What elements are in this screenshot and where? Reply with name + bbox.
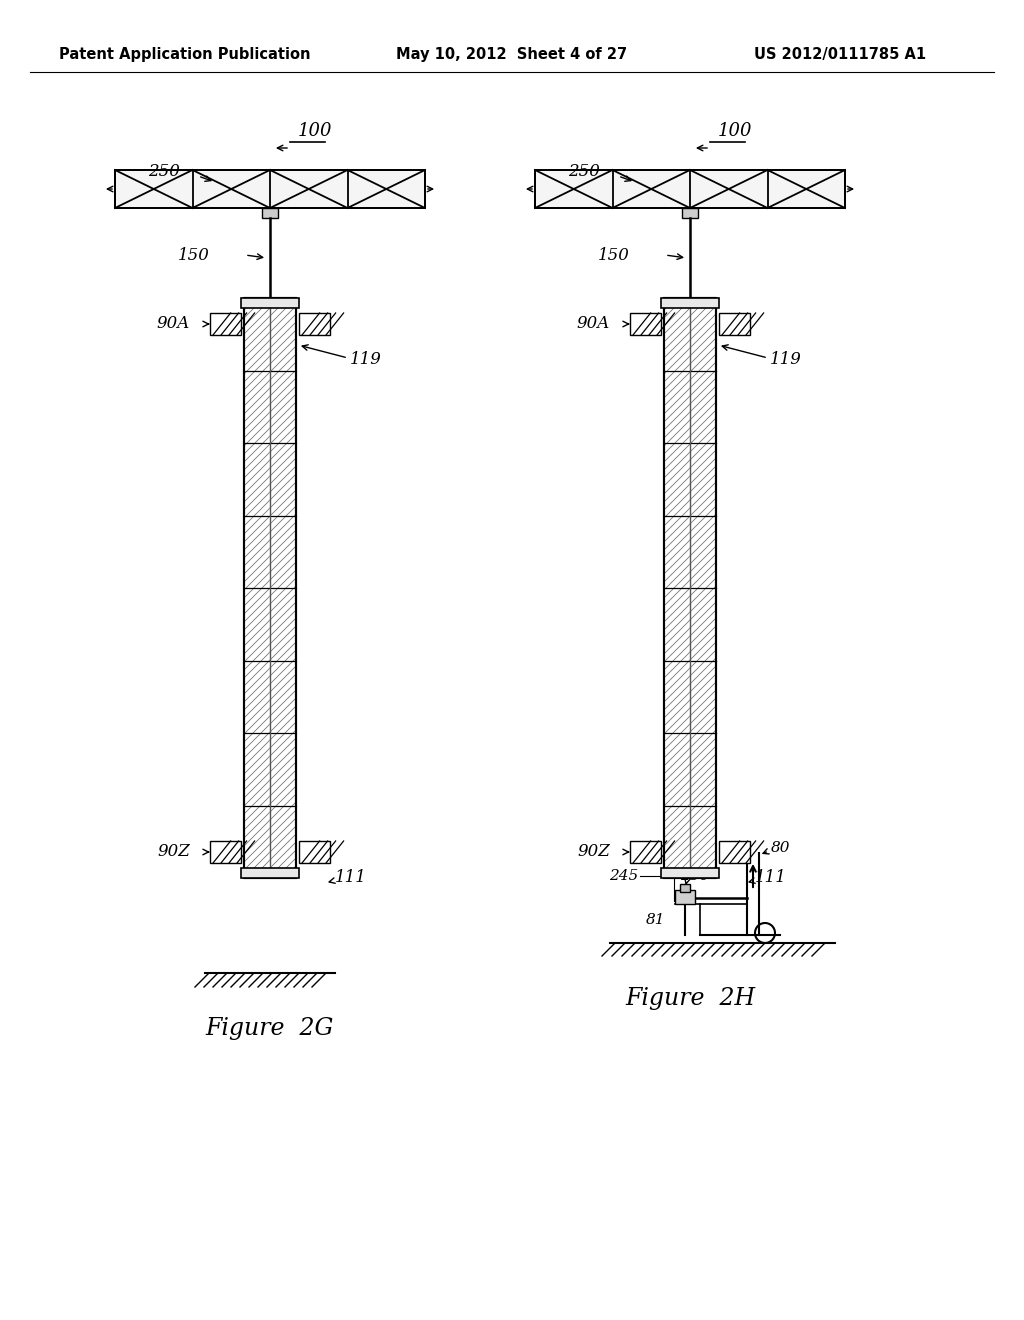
Text: US 2012/0111785 A1: US 2012/0111785 A1 xyxy=(754,48,926,62)
Text: 100: 100 xyxy=(298,121,333,140)
Text: Patent Application Publication: Patent Application Publication xyxy=(59,48,310,62)
Text: 111: 111 xyxy=(335,870,367,887)
Bar xyxy=(682,209,698,218)
Text: 100: 100 xyxy=(718,121,753,140)
Text: 111: 111 xyxy=(755,870,786,887)
Bar xyxy=(241,298,299,308)
Bar xyxy=(680,884,690,892)
Bar xyxy=(210,841,241,863)
Text: 81: 81 xyxy=(645,913,665,927)
Bar xyxy=(299,841,330,863)
Bar xyxy=(244,298,296,878)
Bar xyxy=(630,313,662,335)
Bar xyxy=(719,841,750,863)
Text: 90Z: 90Z xyxy=(578,843,610,861)
Bar xyxy=(535,170,845,209)
Text: 250: 250 xyxy=(148,164,180,181)
Bar xyxy=(664,298,716,878)
Bar xyxy=(662,869,719,878)
Bar xyxy=(664,298,716,878)
Bar xyxy=(115,170,425,209)
Bar xyxy=(210,313,241,335)
Bar xyxy=(244,298,296,878)
Bar xyxy=(244,298,296,878)
Bar xyxy=(241,869,299,878)
Bar xyxy=(664,298,716,878)
Text: 250: 250 xyxy=(568,164,600,181)
Text: Figure  2G: Figure 2G xyxy=(206,1016,334,1040)
Text: 90A: 90A xyxy=(157,315,190,333)
Text: 90Z: 90Z xyxy=(158,843,190,861)
Text: 119: 119 xyxy=(350,351,382,368)
Bar xyxy=(262,209,278,218)
Bar xyxy=(719,313,750,335)
Text: 230: 230 xyxy=(680,869,710,883)
Text: Figure  2H: Figure 2H xyxy=(625,986,755,1010)
Bar xyxy=(675,890,695,904)
Text: 150: 150 xyxy=(598,247,630,264)
Text: May 10, 2012  Sheet 4 of 27: May 10, 2012 Sheet 4 of 27 xyxy=(396,48,628,62)
Bar xyxy=(535,170,845,209)
Bar xyxy=(115,170,425,209)
Text: 119: 119 xyxy=(770,351,802,368)
Text: 90A: 90A xyxy=(577,315,610,333)
Text: 80: 80 xyxy=(771,841,791,855)
Text: 245: 245 xyxy=(608,869,638,883)
Bar xyxy=(630,841,662,863)
Bar xyxy=(662,298,719,308)
Bar xyxy=(299,313,330,335)
Text: 150: 150 xyxy=(178,247,210,264)
